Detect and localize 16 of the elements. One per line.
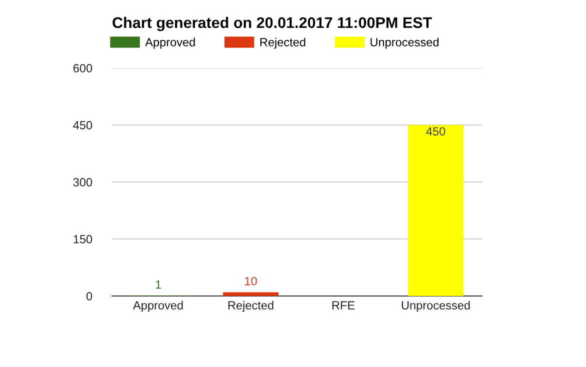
data-label: 1	[156, 280, 161, 289]
data-label: 10	[245, 276, 257, 286]
legend-label: Unprocessed	[370, 38, 439, 49]
x-tick-label: RFE	[332, 301, 355, 310]
y-tick-label: 0	[86, 292, 92, 300]
legend-label: Approved	[145, 38, 195, 49]
x-tick-label: Rejected	[228, 300, 274, 312]
legend-label: Rejected	[260, 38, 306, 49]
y-tick-label: 150	[74, 235, 92, 244]
x-tick-label: Unprocessed	[402, 300, 470, 312]
y-tick-label: 450	[73, 121, 92, 130]
y-tick-label: 300	[73, 178, 92, 186]
y-tick-label: 600	[73, 64, 92, 72]
data-label: 450	[426, 127, 446, 136]
chart-title: Chart generated on 20.01.2017 11:00PM EST	[112, 16, 432, 32]
x-tick-label: Approved	[133, 300, 183, 312]
